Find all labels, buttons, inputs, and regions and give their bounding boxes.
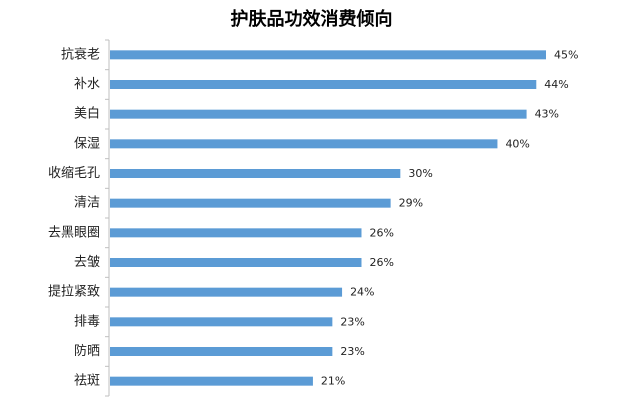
category-label: 美白	[74, 106, 100, 122]
data-label: 23%	[340, 315, 364, 328]
data-label: 29%	[399, 197, 423, 210]
bar	[110, 376, 313, 386]
bar	[110, 228, 362, 238]
bar	[110, 317, 333, 327]
bar	[110, 287, 343, 297]
data-label: 24%	[350, 286, 374, 299]
data-label: 21%	[321, 375, 345, 388]
chart-title: 护肤品功效消费倾向	[230, 9, 393, 30]
category-label: 保湿	[74, 136, 100, 151]
category-label: 去黑眼圈	[48, 225, 100, 240]
category-label: 补水	[74, 77, 100, 92]
category-label: 排毒	[74, 314, 100, 329]
category-label: 祛斑	[74, 373, 100, 389]
category-label: 提拉紧致	[48, 284, 100, 300]
category-label: 清洁	[74, 196, 100, 211]
bar	[110, 139, 498, 149]
bar	[110, 198, 391, 208]
bar	[110, 50, 546, 60]
bar	[110, 347, 333, 356]
data-label: 23%	[340, 345, 364, 358]
bar	[110, 169, 401, 178]
bar	[110, 80, 537, 89]
data-label: 40%	[505, 137, 529, 150]
data-label: 45%	[554, 48, 578, 61]
data-label: 26%	[369, 226, 393, 239]
category-label: 防晒	[74, 343, 100, 359]
data-label: 26%	[369, 256, 393, 269]
bar	[110, 109, 527, 119]
data-label: 44%	[544, 78, 568, 91]
data-label: 43%	[535, 108, 559, 121]
data-label: 30%	[408, 167, 432, 180]
category-label: 收缩毛孔	[48, 165, 100, 181]
bar	[110, 258, 362, 267]
category-label: 去皱	[74, 254, 100, 270]
category-label: 抗衰老	[61, 46, 100, 62]
